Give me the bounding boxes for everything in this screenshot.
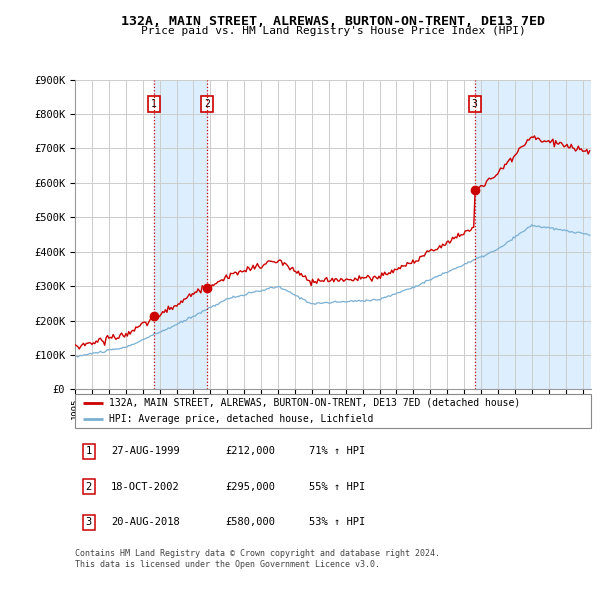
Text: 132A, MAIN STREET, ALREWAS, BURTON-ON-TRENT, DE13 7ED (detached house): 132A, MAIN STREET, ALREWAS, BURTON-ON-TR…	[109, 398, 520, 408]
Text: HPI: Average price, detached house, Lichfield: HPI: Average price, detached house, Lich…	[109, 414, 373, 424]
FancyBboxPatch shape	[75, 394, 591, 428]
Text: 55% ↑ HPI: 55% ↑ HPI	[309, 482, 365, 491]
Text: 2: 2	[204, 99, 210, 109]
Text: 1: 1	[86, 447, 92, 456]
Bar	[154, 80, 207, 389]
Text: Price paid vs. HM Land Registry's House Price Index (HPI): Price paid vs. HM Land Registry's House …	[140, 26, 526, 36]
Text: This data is licensed under the Open Government Licence v3.0.: This data is licensed under the Open Gov…	[75, 560, 380, 569]
Text: 20-AUG-2018: 20-AUG-2018	[111, 517, 180, 527]
Text: 3: 3	[472, 99, 478, 109]
Text: 1: 1	[151, 99, 157, 109]
Text: 2: 2	[86, 482, 92, 491]
Bar	[475, 80, 591, 389]
Text: 132A, MAIN STREET, ALREWAS, BURTON-ON-TRENT, DE13 7ED: 132A, MAIN STREET, ALREWAS, BURTON-ON-TR…	[121, 15, 545, 28]
Text: 18-OCT-2002: 18-OCT-2002	[111, 482, 180, 491]
Text: £295,000: £295,000	[225, 482, 275, 491]
Text: 53% ↑ HPI: 53% ↑ HPI	[309, 517, 365, 527]
Text: 3: 3	[86, 517, 92, 527]
Text: £212,000: £212,000	[225, 447, 275, 456]
Text: 71% ↑ HPI: 71% ↑ HPI	[309, 447, 365, 456]
Text: 27-AUG-1999: 27-AUG-1999	[111, 447, 180, 456]
Text: £580,000: £580,000	[225, 517, 275, 527]
Text: Contains HM Land Registry data © Crown copyright and database right 2024.: Contains HM Land Registry data © Crown c…	[75, 549, 440, 558]
